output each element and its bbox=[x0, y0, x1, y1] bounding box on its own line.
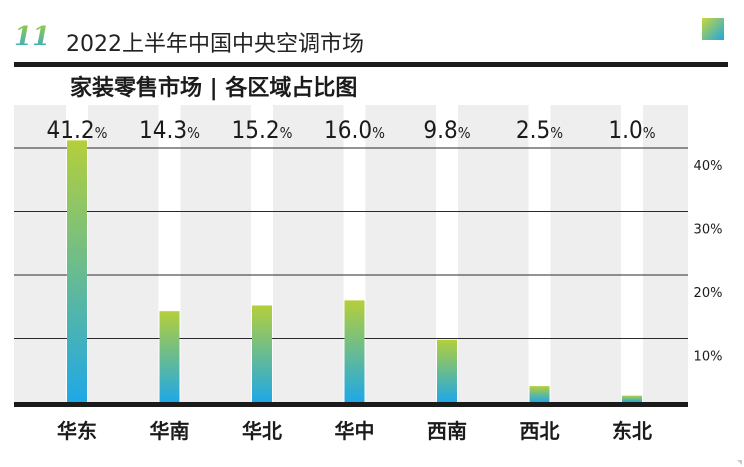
x-tick-label: 西北 bbox=[520, 419, 560, 443]
x-tick-label: 东北 bbox=[612, 419, 652, 443]
y-tick-label: 30% bbox=[694, 223, 723, 238]
bar-column-stripe bbox=[621, 105, 643, 402]
bar bbox=[437, 339, 457, 402]
bar-value-label: 14.3% bbox=[139, 116, 200, 144]
x-tick-label: 华东 bbox=[57, 419, 97, 443]
x-tick-label: 华北 bbox=[242, 419, 282, 443]
title-divider bbox=[14, 62, 728, 67]
bar-value-label: 16.0% bbox=[324, 116, 385, 144]
bar-value-label: 1.0% bbox=[608, 116, 655, 144]
y-tick-label: 20% bbox=[694, 286, 723, 301]
bar-value-label: 9.8% bbox=[423, 116, 470, 144]
x-tick-label: 华中 bbox=[335, 419, 375, 443]
y-tick-label: 40% bbox=[694, 159, 723, 174]
bar bbox=[67, 140, 87, 402]
bar bbox=[252, 305, 272, 402]
bar-column-stripe bbox=[436, 105, 458, 402]
bar-column-stripe bbox=[528, 105, 551, 402]
x-tick-label: 西南 bbox=[427, 419, 467, 443]
corner-arrow-icon bbox=[737, 460, 742, 465]
chart-title: 家装零售市场 | 各区域占比图 bbox=[70, 76, 358, 101]
bar-value-label: 2.5% bbox=[516, 116, 563, 144]
page-title: 2022上半年中国中央空调市场 bbox=[66, 32, 364, 57]
corner-decoration bbox=[702, 18, 724, 40]
bar bbox=[529, 386, 550, 402]
x-axis-baseline bbox=[14, 402, 688, 407]
bar bbox=[159, 311, 180, 402]
section-number: 11 bbox=[14, 22, 51, 52]
bar bbox=[622, 395, 642, 402]
y-tick-label: 10% bbox=[694, 350, 723, 365]
bar bbox=[344, 300, 365, 402]
x-tick-label: 华南 bbox=[150, 419, 190, 443]
bar-value-label: 15.2% bbox=[232, 116, 293, 144]
bar-value-label: 41.2% bbox=[47, 116, 108, 144]
